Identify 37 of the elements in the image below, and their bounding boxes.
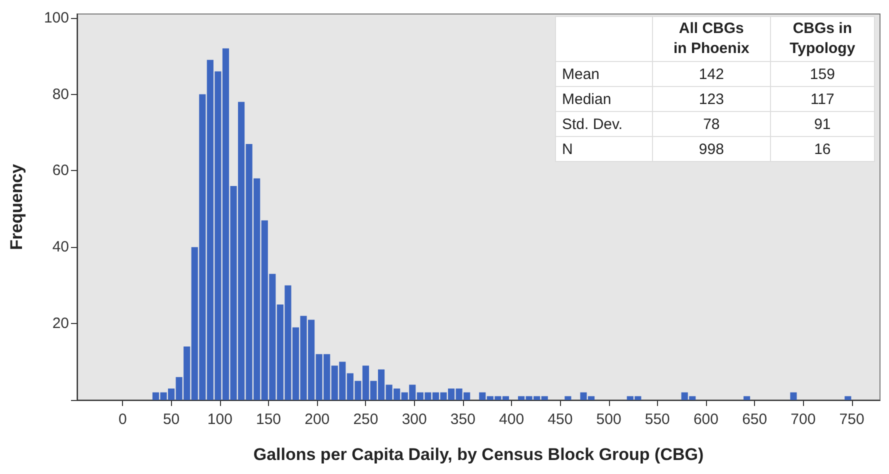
- y-tick-label: 60: [52, 162, 69, 180]
- annotation: CBGs in Typology: [770, 16, 874, 62]
- x-tick-label: 150: [256, 411, 282, 428]
- x-tick-label: 600: [693, 411, 718, 428]
- x-tick-label: 650: [742, 411, 768, 428]
- y-tick-label: 40: [52, 238, 69, 256]
- annotation: 91: [770, 112, 874, 136]
- annotation: 159: [770, 62, 874, 86]
- x-tick-label: 500: [596, 411, 622, 428]
- annotation: 123: [652, 86, 770, 112]
- annotation: N: [556, 136, 652, 162]
- x-tick-label: 0: [118, 411, 127, 428]
- annotation: Mean: [556, 62, 652, 86]
- x-tick-label: 250: [353, 411, 378, 428]
- x-tick-label: 200: [304, 411, 330, 428]
- y-tick-label: 100: [44, 9, 69, 26]
- y-tick-label: 20: [52, 315, 69, 332]
- annotation: All CBGs in Phoenix: [652, 16, 770, 62]
- x-tick-label: 550: [644, 411, 670, 428]
- x-tick-label: 300: [402, 411, 427, 428]
- x-tick-label: 350: [450, 411, 476, 428]
- x-tick-label: 700: [790, 411, 816, 428]
- annotation: 16: [770, 136, 874, 162]
- x-tick-label: 450: [548, 411, 573, 428]
- annotation: 998: [652, 136, 770, 162]
- x-tick-label: 400: [499, 411, 524, 428]
- y-tick-label: 80: [52, 86, 69, 103]
- x-tick-label: 750: [839, 411, 864, 428]
- x-tick-label: 100: [207, 411, 232, 428]
- annotation: 142: [652, 62, 770, 86]
- annotation: Std. Dev.: [556, 112, 652, 136]
- annotation: 78: [652, 112, 770, 136]
- x-axis-title: Gallons per Capita Daily, by Census Block Group (CBG): [253, 445, 704, 464]
- annotation: Median: [556, 86, 652, 112]
- x-tick-label: 50: [162, 411, 180, 428]
- annotation: 117: [770, 86, 874, 112]
- y-axis-title: Frequency: [7, 163, 26, 250]
